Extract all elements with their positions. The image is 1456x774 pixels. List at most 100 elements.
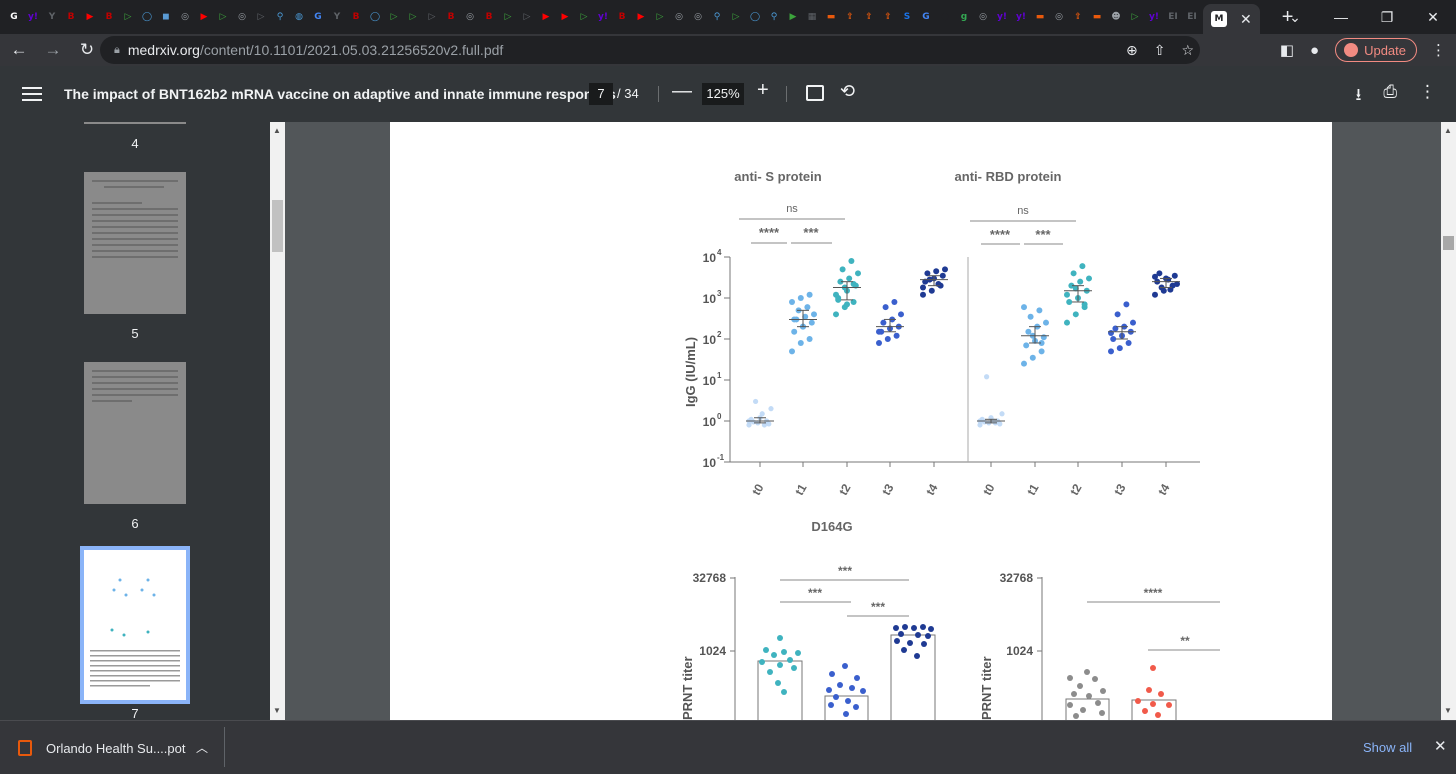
close-window-button[interactable]: ✕: [1427, 8, 1439, 25]
tab-favicon[interactable]: ▷: [124, 12, 132, 22]
reload-button[interactable]: ↻: [79, 40, 95, 59]
tab-favicon[interactable]: ▷: [580, 12, 588, 22]
tab-favicon[interactable]: ▦: [807, 12, 817, 22]
close-tab-icon[interactable]: ✕: [1240, 10, 1252, 27]
tab-favicon[interactable]: B: [485, 12, 493, 22]
tab-favicon[interactable]: ▬: [1092, 12, 1102, 22]
tab-favicon[interactable]: ◍: [295, 12, 303, 22]
restore-button[interactable]: ❐: [1380, 8, 1394, 25]
powerpoint-file-icon[interactable]: [18, 740, 32, 756]
profile-icon[interactable]: ●: [1310, 41, 1320, 59]
address-bar[interactable]: 🔒︎ medrxiv.org/content/10.1101/2021.05.0…: [100, 36, 1200, 64]
tab-favicon[interactable]: B: [67, 12, 75, 22]
tab-favicon[interactable]: B: [105, 12, 113, 22]
tab-favicon[interactable]: ◎: [181, 12, 189, 22]
zoom-icon[interactable]: ⊕: [1125, 41, 1138, 58]
tab-favicon[interactable]: ▶: [789, 12, 797, 22]
page-thumbnail[interactable]: [84, 362, 186, 504]
tab-favicon[interactable]: G: [314, 12, 322, 22]
tab-favicon[interactable]: B: [618, 12, 626, 22]
tab-favicon[interactable]: g: [960, 12, 968, 22]
tab-favicon[interactable]: ◯: [749, 12, 761, 22]
tab-favicon[interactable]: ◯: [141, 12, 153, 22]
scroll-up-arrow-icon[interactable]: ▲: [1444, 126, 1452, 135]
tab-favicon[interactable]: G: [922, 12, 930, 22]
share-icon[interactable]: ⇧: [1153, 41, 1166, 58]
tab-favicon[interactable]: Y: [48, 12, 56, 22]
tab-favicon[interactable]: ▶: [200, 12, 208, 22]
zoom-out-button[interactable]: —: [672, 80, 692, 102]
print-icon[interactable]: ⎙: [1383, 82, 1397, 101]
scroll-down-arrow-icon[interactable]: ▼: [273, 706, 281, 715]
tab-search-icon[interactable]: ⌄: [1289, 8, 1301, 25]
tab-favicon[interactable]: ◎: [675, 12, 683, 22]
tab-favicon[interactable]: ▷: [257, 12, 265, 22]
scroll-down-arrow-icon[interactable]: ▼: [1444, 706, 1452, 715]
viewer-scroll-thumb[interactable]: [1443, 236, 1454, 250]
tab-favicon[interactable]: ▷: [732, 12, 740, 22]
tab-favicon[interactable]: ▷: [504, 12, 512, 22]
tab-favicon[interactable]: ▷: [523, 12, 531, 22]
new-tab-button[interactable]: +: [1281, 5, 1294, 28]
chrome-menu-icon[interactable]: ⋮: [1431, 42, 1446, 59]
tab-favicon[interactable]: ▷: [656, 12, 664, 22]
close-shelf-icon[interactable]: ✕: [1434, 738, 1447, 755]
tab-favicon[interactable]: y!: [1149, 12, 1159, 22]
tab-favicon[interactable]: ◎: [238, 12, 246, 22]
minimize-button[interactable]: —: [1334, 9, 1348, 25]
tab-favicon[interactable]: ⚲: [770, 12, 778, 22]
update-button[interactable]: Update: [1335, 38, 1417, 62]
tab-favicon[interactable]: ▶: [561, 12, 569, 22]
sidebar-menu-icon[interactable]: [22, 84, 42, 104]
tab-favicon[interactable]: ▷: [428, 12, 436, 22]
tab-favicon[interactable]: ⚲: [713, 12, 721, 22]
zoom-level-input[interactable]: 125%: [702, 83, 744, 105]
tab-favicon[interactable]: ◎: [694, 12, 702, 22]
tab-favicon[interactable]: ▶: [542, 12, 550, 22]
tab-favicon[interactable]: ▬: [826, 12, 836, 22]
tab-favicon[interactable]: ▷: [219, 12, 227, 22]
sidebar-scrollbar[interactable]: ▲ ▼: [270, 122, 285, 720]
tab-favicon[interactable]: G: [10, 12, 18, 22]
chevron-up-icon[interactable]: ︿: [196, 741, 209, 755]
page-number-input[interactable]: 7: [589, 83, 613, 105]
tab-favicon[interactable]: ▷: [1131, 12, 1139, 22]
tab-favicon[interactable]: ▶: [86, 12, 94, 22]
tab-favicon[interactable]: ⇪: [884, 12, 892, 22]
tab-favicon[interactable]: ⇪: [865, 12, 873, 22]
tab-favicon[interactable]: y!: [28, 12, 38, 22]
tab-favicon[interactable]: ⇪: [1074, 12, 1082, 22]
viewer-scrollbar[interactable]: ▲ ▼: [1441, 122, 1456, 720]
tab-favicon[interactable]: EI: [1168, 12, 1178, 22]
active-tab[interactable]: M ✕: [1203, 4, 1260, 34]
tab-favicon[interactable]: B: [447, 12, 455, 22]
tab-favicon[interactable]: ▬: [1035, 12, 1045, 22]
tab-favicon[interactable]: y!: [997, 12, 1007, 22]
tab-favicon[interactable]: ◎: [1055, 12, 1063, 22]
show-all-button[interactable]: Show all: [1363, 740, 1413, 755]
zoom-in-button[interactable]: +: [757, 79, 769, 101]
tab-favicon[interactable]: ●: [941, 12, 949, 22]
download-file-name[interactable]: Orlando Health Su....pot: [46, 741, 186, 756]
rotate-icon[interactable]: ⟲: [840, 81, 856, 101]
forward-button[interactable]: →: [44, 40, 62, 59]
tab-favicon[interactable]: Y: [333, 12, 341, 22]
tab-favicon[interactable]: S: [903, 12, 911, 22]
tab-favicon[interactable]: ⇪: [846, 12, 854, 22]
bookmark-star-icon[interactable]: ☆: [1181, 41, 1194, 58]
tab-favicon[interactable]: B: [352, 12, 360, 22]
scroll-up-arrow-icon[interactable]: ▲: [273, 126, 281, 135]
page-thumbnail[interactable]: [84, 172, 186, 314]
side-panel-icon[interactable]: ◧: [1279, 42, 1295, 59]
sidebar-scroll-thumb[interactable]: [272, 200, 283, 252]
tab-favicon[interactable]: ▶: [637, 12, 645, 22]
download-icon[interactable]: ⭳: [1355, 85, 1362, 104]
tab-favicon[interactable]: ◎: [466, 12, 474, 22]
back-button[interactable]: ←: [10, 40, 28, 59]
more-options-icon[interactable]: ⋮: [1419, 82, 1436, 101]
tab-favicon[interactable]: y!: [598, 12, 608, 22]
tab-favicon[interactable]: EI: [1187, 12, 1197, 22]
tab-favicon[interactable]: ◯: [369, 12, 381, 22]
lock-icon[interactable]: 🔒︎: [114, 43, 120, 56]
tab-favicon[interactable]: ☻: [1111, 12, 1121, 22]
